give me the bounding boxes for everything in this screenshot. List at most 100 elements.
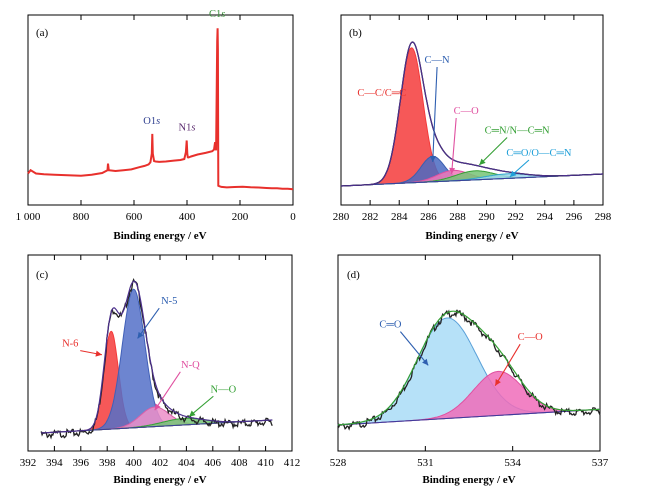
x-tick-label: 537	[592, 457, 609, 469]
panel-b-frame	[340, 14, 604, 206]
annotation-label: N1s	[179, 123, 196, 134]
x-tick-label: 296	[566, 211, 583, 223]
annotation-label: C—O	[454, 106, 480, 117]
annotation-label: C—N	[425, 55, 451, 66]
panel-a-xlabel: Binding energy / eV	[113, 230, 206, 242]
annotation-label: C═O	[379, 320, 401, 331]
experimental-curve	[40, 277, 273, 440]
x-tick-label: 404	[178, 457, 195, 469]
annotation-label: C═O/O—C═N	[506, 148, 571, 159]
annotation-arrow-head	[422, 358, 429, 366]
annotation-arrow-head	[479, 158, 486, 165]
x-tick-label: 294	[537, 211, 554, 223]
panel-b-annotations: C—C/C═C C—N C—O C═N/N—C═N C═O/O—C═N	[357, 55, 572, 178]
panel-b: (b) 280 282 284 286 288 290 292 294 296 298 C—C/C…	[333, 14, 612, 242]
panel-d-plot	[337, 309, 601, 431]
annotation-label: N—O	[211, 384, 237, 395]
panel-d-frame	[337, 254, 601, 452]
annotation-arrow-head	[449, 167, 456, 174]
annotation-label: N-Q	[181, 360, 200, 371]
x-tick-label: 394	[46, 457, 63, 469]
x-tick-label: 400	[179, 211, 196, 223]
panel-c: (c) 392 394 396 398 400 402 404 406 408 410 412 N-…	[20, 254, 301, 486]
panel-d-xlabel: Binding energy / eV	[422, 474, 515, 486]
panel-a-frame	[27, 14, 294, 206]
panel-b-ticks: 280 282 284 286 288 290 292 294 296 298	[333, 15, 612, 223]
x-tick-label: 200	[232, 211, 249, 223]
annotation-arrow-line	[137, 307, 160, 339]
x-tick-label: 1 000	[16, 211, 41, 223]
panel-c-plot	[40, 277, 273, 440]
annotation-label: N-5	[161, 296, 177, 307]
fit-envelope	[341, 41, 603, 187]
panel-c-label: (c)	[36, 269, 49, 281]
panel-d-label: (d)	[347, 269, 360, 281]
fit-envelope	[41, 280, 273, 434]
fit-envelope	[337, 310, 600, 426]
panel-c-xlabel: Binding energy / eV	[113, 474, 206, 486]
annotation-label: C1s	[209, 9, 225, 20]
panel-c-annotations: N-6 N-5 N-Q N—O	[62, 296, 237, 418]
x-tick-label: 408	[231, 457, 248, 469]
annotation-arrow-line	[478, 137, 508, 166]
x-tick-label: 406	[205, 457, 222, 469]
x-tick-label: 402	[152, 457, 169, 469]
panel-b-xlabel: Binding energy / eV	[425, 230, 518, 242]
panel-a-plot	[27, 28, 294, 191]
x-tick-label: 398	[99, 457, 116, 469]
experimental-curve	[337, 309, 601, 431]
peak-n-q	[41, 406, 273, 434]
annotation-arrow-line	[154, 371, 181, 411]
annotation-arrow-line	[432, 66, 438, 163]
panel-a: (a) 1 000 800 600 400 200 0 O1s N1s C1s Binding…	[16, 9, 297, 242]
annotation-arrow-line	[494, 343, 521, 387]
panel-a-annotations: O1s N1s C1s	[143, 9, 225, 134]
x-tick-label: 528	[330, 457, 347, 469]
annotation-arrow-head	[137, 331, 144, 339]
x-tick-label: 286	[420, 211, 437, 223]
x-tick-label: 396	[73, 457, 90, 469]
x-tick-label: 410	[257, 457, 274, 469]
panel-c-ticks: 392 394 396 398 400 402 404 406 408 410 412	[20, 255, 301, 469]
annotation-label: C═N/N—C═N	[485, 126, 550, 137]
x-tick-label: 0	[290, 211, 296, 223]
x-tick-label: 392	[20, 457, 37, 469]
annotation-label: C—O	[518, 332, 544, 343]
annotation-suffix: s	[156, 116, 160, 127]
x-tick-label: 534	[504, 457, 521, 469]
x-tick-label: 298	[595, 211, 612, 223]
x-tick-label: 290	[478, 211, 495, 223]
panel-a-label: (a)	[36, 27, 49, 39]
panel-d-ticks: 528 531 534 537	[330, 255, 609, 469]
annotation-arrow-line	[399, 331, 429, 366]
annotation-label: O1s	[143, 116, 160, 127]
annotation-arrow-head	[429, 155, 436, 162]
x-tick-label: 282	[362, 211, 379, 223]
x-tick-label: 280	[333, 211, 350, 223]
annotation-label: C—C/C═C	[357, 88, 406, 99]
annotation-arrow-head	[189, 410, 196, 417]
annotation-arrow-line	[451, 117, 457, 175]
annotation-suffix: s	[191, 123, 195, 134]
annotation-suffix: s	[221, 9, 225, 20]
panel-a-ticks: 1 000 800 600 400 200 0	[16, 15, 296, 223]
panel-d-annotations: C═O C—O	[379, 320, 544, 387]
annotation-arrow-head	[509, 170, 517, 177]
x-tick-label: 284	[391, 211, 408, 223]
x-tick-label: 600	[126, 211, 143, 223]
annotation-arrow-head	[154, 403, 161, 411]
survey-spectrum-line	[27, 28, 294, 191]
x-tick-label: 292	[507, 211, 524, 223]
x-tick-label: 288	[449, 211, 466, 223]
x-tick-label: 400	[125, 457, 142, 469]
panel-b-plot	[340, 41, 604, 187]
annotation-label: N-6	[62, 339, 78, 350]
x-tick-label: 531	[417, 457, 434, 469]
annotation-arrow-head	[495, 379, 501, 386]
annotation-arrow-head	[95, 350, 102, 357]
x-tick-label: 412	[284, 457, 301, 469]
x-tick-label: 800	[73, 211, 90, 223]
panel-d: (d) 528 531 534 537 C═O C—O Binding energy /…	[330, 254, 609, 486]
panel-b-label: (b)	[349, 27, 362, 39]
